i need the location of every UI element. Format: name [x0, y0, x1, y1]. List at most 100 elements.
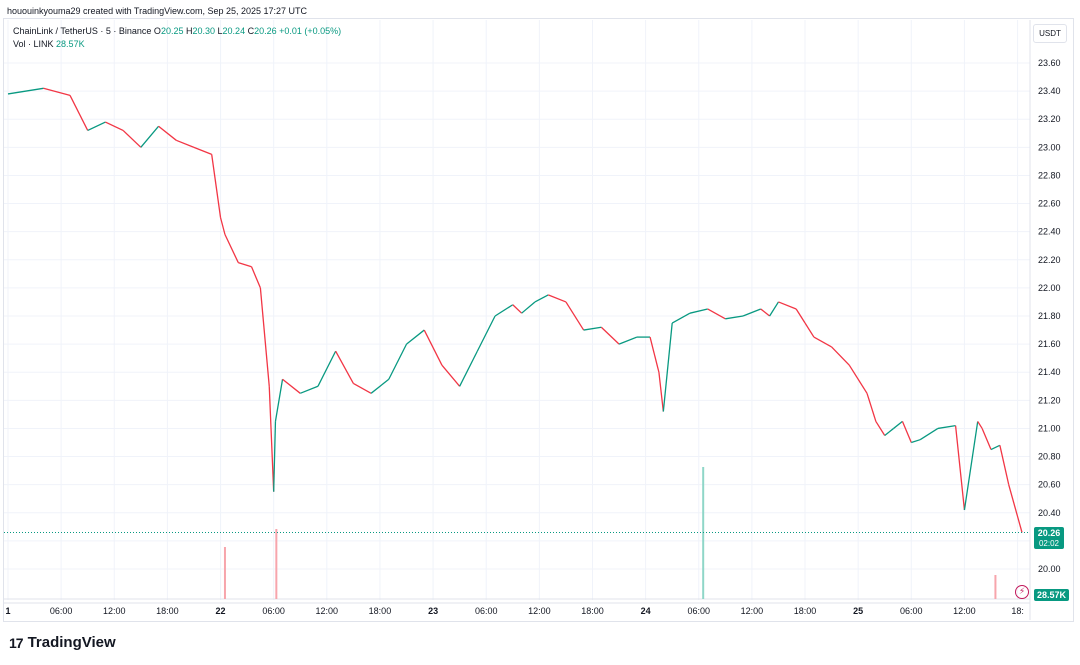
- bar-countdown: 02:02: [1038, 539, 1060, 548]
- price-segment: [583, 326, 602, 331]
- x-tick-label: 06:00: [687, 606, 710, 616]
- price-segment: [423, 329, 443, 366]
- price-segment: [742, 308, 761, 317]
- price-segment: [211, 154, 222, 218]
- price-segment: [459, 350, 478, 387]
- x-tick-label: 23: [428, 606, 438, 616]
- y-tick-label: 20.80: [1038, 452, 1061, 462]
- watermark-header: hououinkyouma29 created with TradingView…: [7, 6, 308, 16]
- price-segment: [769, 301, 780, 317]
- price-segment: [977, 421, 983, 429]
- x-tick-label: 22: [216, 606, 226, 616]
- x-tick-label: 12:00: [953, 606, 976, 616]
- y-tick-label: 21.20: [1038, 395, 1061, 405]
- price-segment: [866, 393, 877, 422]
- price-segment: [954, 425, 966, 511]
- price-segment: [1008, 484, 1023, 533]
- price-segment: [937, 424, 956, 430]
- price-segment: [512, 304, 523, 314]
- price-segment: [658, 372, 664, 412]
- price-segment: [87, 121, 106, 132]
- open-label: O: [153, 26, 161, 36]
- y-tick-label: 22.60: [1038, 199, 1061, 209]
- y-tick-label: 22.40: [1038, 227, 1061, 237]
- change-value: +0.01 (+0.05%): [279, 26, 342, 36]
- price-segment: [238, 261, 252, 268]
- price-segment: [565, 301, 585, 331]
- x-tick-label: 24: [641, 606, 651, 616]
- close-label: C: [247, 26, 255, 36]
- price-segment: [725, 315, 744, 320]
- price-segment: [813, 336, 832, 348]
- price-segment: [911, 439, 921, 444]
- price-segment: [69, 95, 89, 131]
- chart-pane[interactable]: [3, 18, 1074, 622]
- price-segment: [778, 301, 797, 310]
- currency-button[interactable]: USDT: [1033, 24, 1067, 43]
- tradingview-logo[interactable]: 17 TradingView: [9, 634, 116, 651]
- price-segment: [268, 386, 275, 492]
- price-segment: [804, 322, 815, 338]
- price-segment: [990, 444, 1001, 451]
- price-segment: [300, 385, 319, 394]
- price-segment: [981, 428, 992, 450]
- symbol-label[interactable]: ChainLink / TetherUS · 5 · Binance: [13, 26, 152, 36]
- price-segment: [848, 364, 868, 394]
- price-segment: [219, 217, 226, 235]
- price-segment: [224, 234, 239, 263]
- volume-spike-bar: [702, 467, 705, 599]
- low-value: 20.24: [222, 26, 246, 36]
- price-segment: [999, 445, 1010, 485]
- tradingview-logo-icon: 17: [9, 634, 24, 651]
- price-segment: [707, 308, 726, 320]
- x-tick-label: 06:00: [475, 606, 498, 616]
- price-segment: [919, 427, 939, 441]
- brand-name: TradingView: [27, 634, 116, 651]
- price-segment: [140, 125, 160, 148]
- price-segment: [250, 266, 261, 289]
- price-segment: [494, 304, 514, 317]
- volume-spike-bar: [994, 575, 997, 599]
- open-value: 20.25: [160, 26, 184, 36]
- price-segment: [963, 421, 979, 511]
- x-tick-label: 18:: [1011, 606, 1024, 616]
- low-label: L: [217, 26, 223, 36]
- close-value: 20.26: [254, 26, 277, 36]
- x-tick-label: 18:00: [794, 606, 817, 616]
- price-segment: [534, 294, 549, 303]
- price-segment: [105, 121, 124, 132]
- price-segment: [43, 87, 71, 96]
- price-segment: [353, 382, 372, 394]
- price-segment: [176, 139, 195, 148]
- price-segment: [831, 346, 850, 366]
- price-segment: [662, 322, 673, 412]
- x-tick-label: 12:00: [316, 606, 339, 616]
- y-tick-label: 20.60: [1038, 480, 1061, 490]
- price-segment: [901, 421, 912, 443]
- price-segment: [317, 350, 337, 387]
- price-segment: [370, 378, 390, 394]
- y-tick-label: 21.60: [1038, 339, 1061, 349]
- y-tick-label: 21.00: [1038, 423, 1061, 433]
- x-tick-label: 1: [5, 606, 10, 616]
- high-value: 20.30: [192, 26, 216, 36]
- price-segment: [795, 308, 806, 324]
- price-segment: [441, 364, 461, 387]
- volume-spike-bar: [223, 547, 226, 599]
- price-segment: [476, 315, 496, 352]
- lightning-icon[interactable]: ⚡: [1015, 585, 1029, 599]
- x-tick-label: 12:00: [741, 606, 764, 616]
- volume-label[interactable]: Vol · LINK: [13, 39, 54, 49]
- x-tick-label: 25: [853, 606, 863, 616]
- y-tick-label: 22.20: [1038, 255, 1061, 265]
- price-segment: [649, 336, 660, 373]
- price-segment: [274, 379, 284, 422]
- chart-legend: ChainLink / TetherUS · 5 · Binance O20.2…: [13, 25, 341, 51]
- last-price-value: 20.26: [1037, 528, 1061, 538]
- price-segment: [406, 329, 425, 345]
- high-label: H: [185, 26, 193, 36]
- x-tick-label: 18:00: [369, 606, 392, 616]
- price-segment: [7, 87, 44, 95]
- y-tick-label: 22.00: [1038, 283, 1061, 293]
